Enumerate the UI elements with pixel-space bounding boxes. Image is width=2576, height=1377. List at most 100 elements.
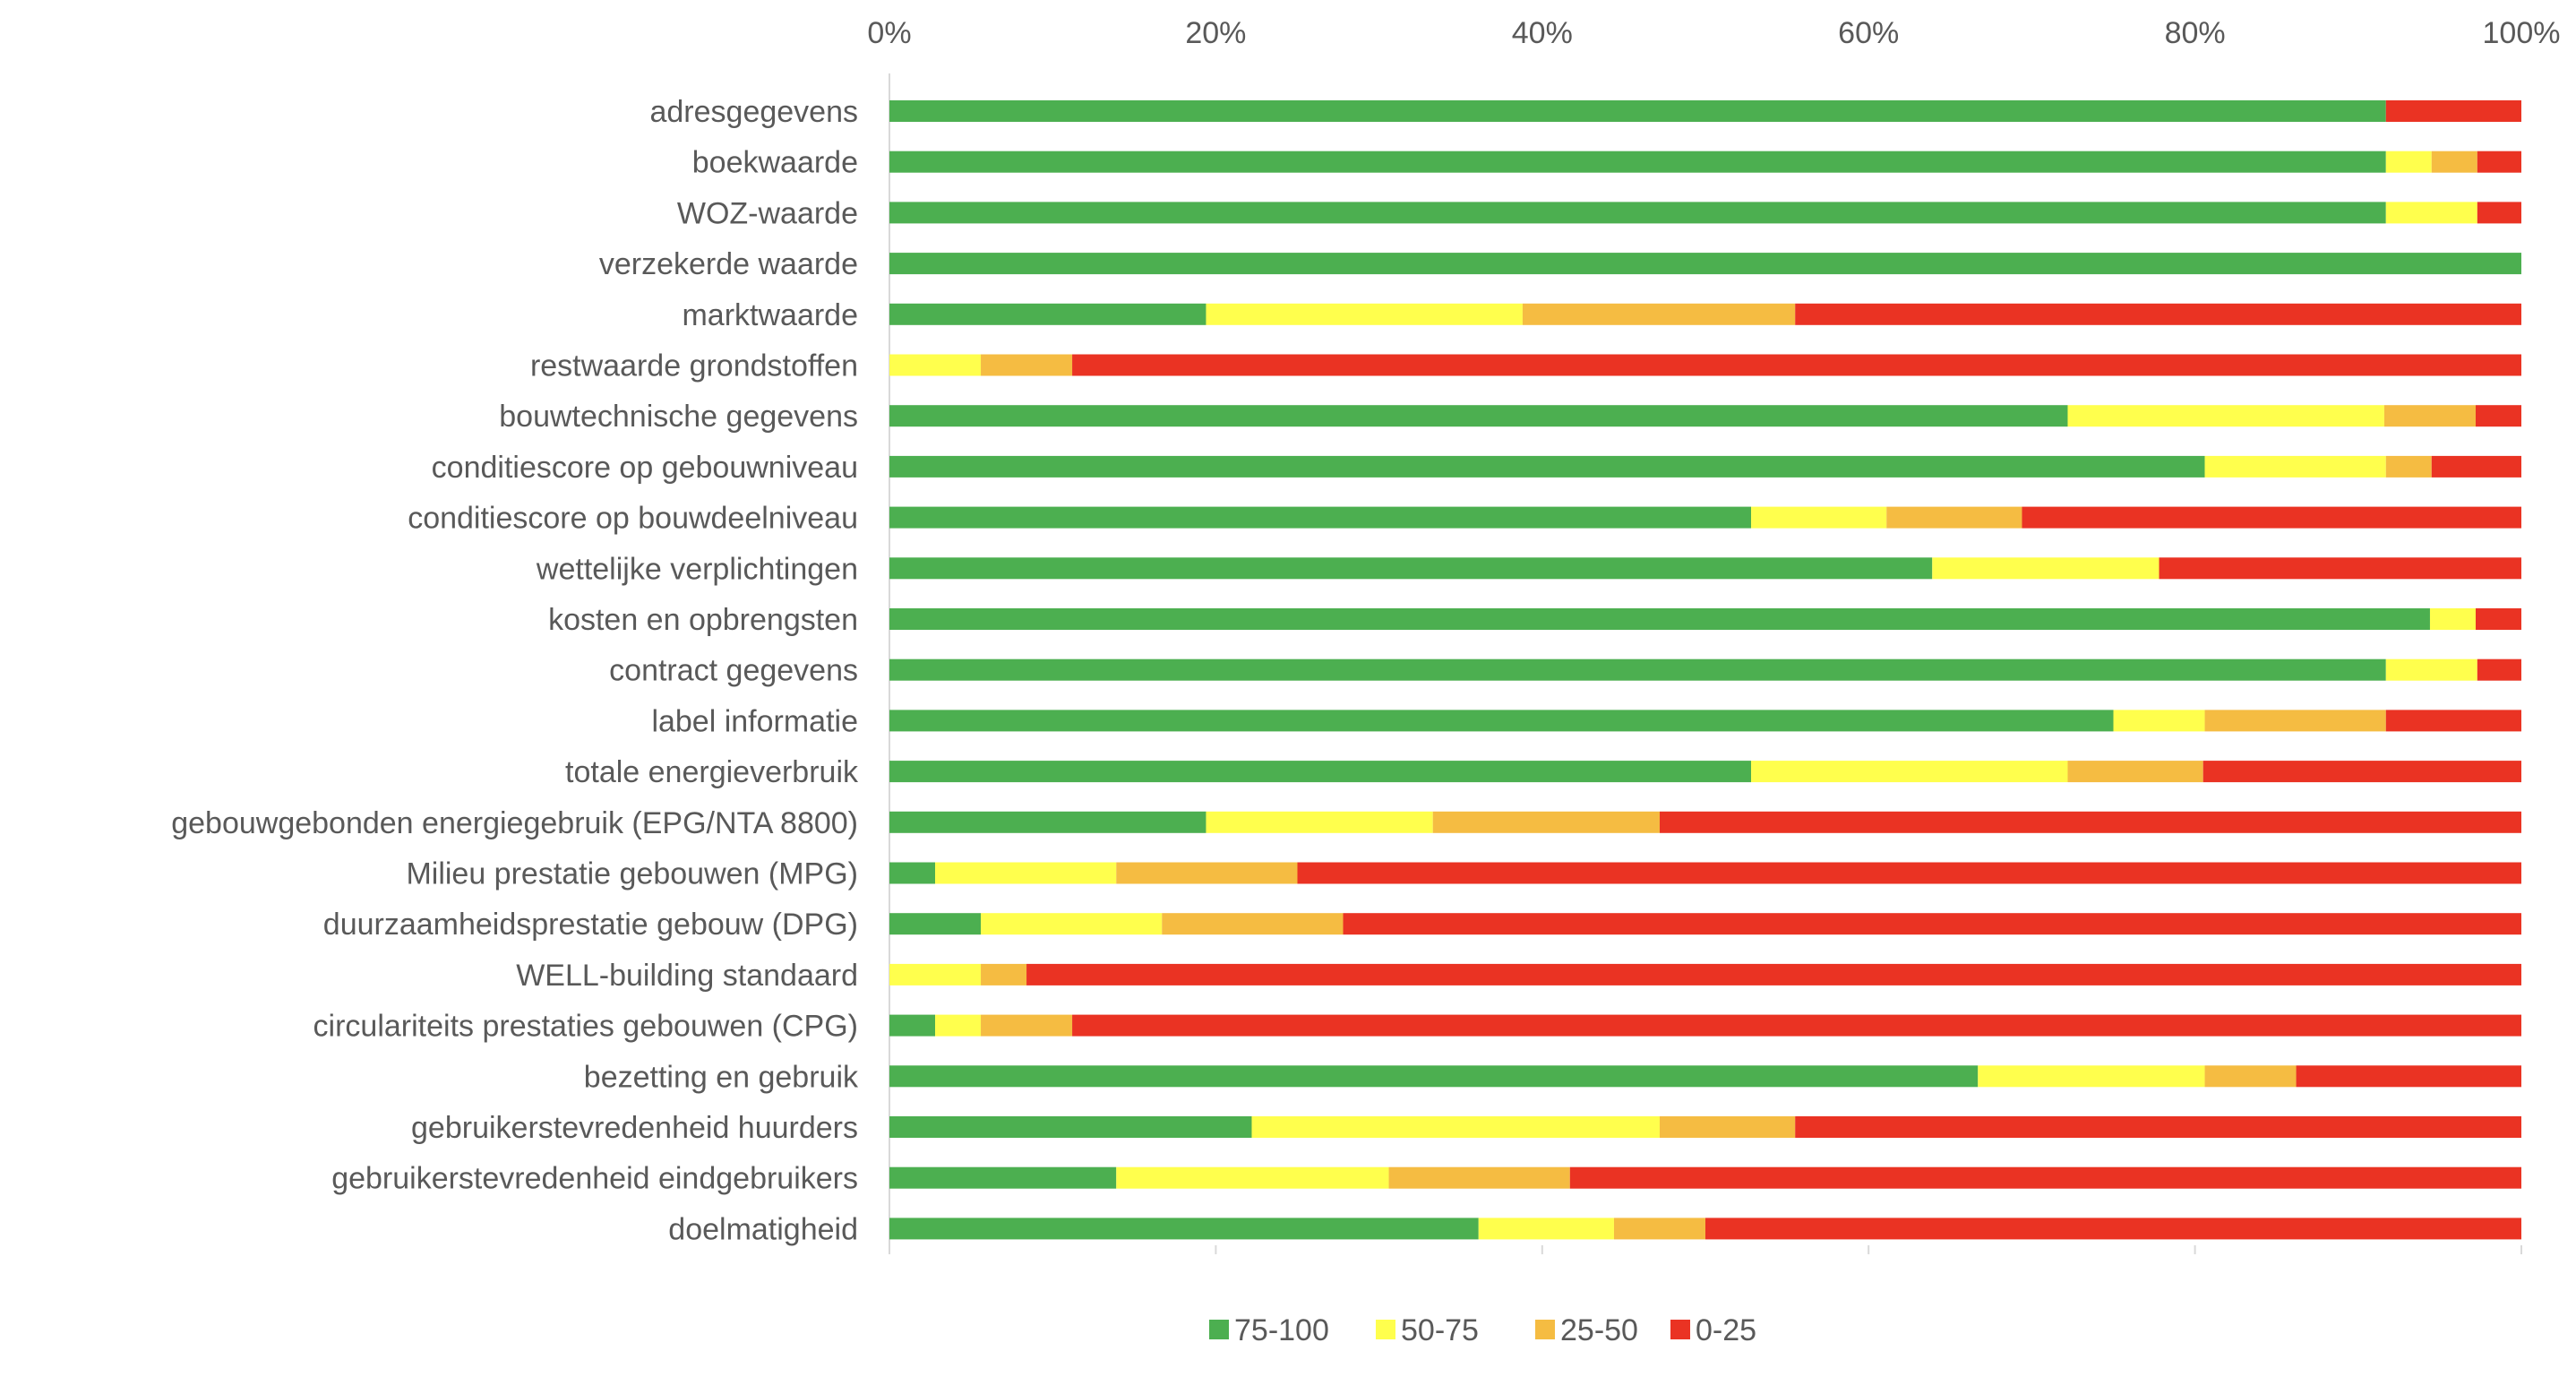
category-label: bouwtechnische gegevens [499, 400, 858, 434]
bar-segment-25-50 [1162, 913, 1344, 935]
bar-segment-25-50 [2204, 710, 2386, 732]
bar-segment-75-100 [889, 151, 2386, 173]
bar-segment-75-100 [889, 455, 2205, 478]
bar-segment-75-100 [889, 557, 1933, 580]
category-label: boekwaarde [692, 146, 858, 180]
bar-segment-0-25 [1072, 354, 2521, 376]
bar-segment-0-25 [2385, 710, 2521, 732]
bar-segment-75-100 [889, 1218, 1479, 1240]
legend-swatch [1376, 1320, 1395, 1339]
bar-segment-75-100 [889, 862, 936, 884]
bar-segment-75-100 [889, 253, 2521, 275]
bar-segment-0-25 [2296, 1065, 2521, 1088]
bar-segment-0-25 [2431, 455, 2521, 478]
bar-segment-50-75 [1251, 1116, 1660, 1138]
bar-segment-75-100 [889, 100, 2386, 122]
bar-segment-50-75 [2385, 151, 2432, 173]
bar-segment-25-50 [1432, 811, 1660, 833]
bar-segment-0-25 [2202, 761, 2521, 783]
bar-segment-75-100 [889, 1014, 936, 1037]
bar-segment-0-25 [2477, 658, 2521, 681]
category-label: wettelijke verplichtingen [536, 552, 858, 586]
category-label: adresgegevens [649, 95, 858, 129]
bar-segment-0-25 [2159, 557, 2521, 580]
category-label: WELL-building standaard [516, 959, 858, 993]
bar-segment-0-25 [2475, 608, 2521, 630]
bar-segment-75-100 [889, 658, 2386, 681]
bar-segment-25-50 [981, 963, 1027, 985]
category-label: conditiescore op bouwdeelniveau [408, 502, 858, 536]
bar-segment-75-100 [889, 303, 1206, 325]
bar-segment-0-25 [2475, 405, 2521, 427]
bar-segment-50-75 [935, 862, 1117, 884]
bar-segment-25-50 [1388, 1166, 1570, 1189]
bar-segment-75-100 [889, 202, 2386, 224]
bar-segment-75-100 [889, 913, 982, 935]
bar-segment-50-75 [889, 354, 982, 376]
bar-segment-0-25 [1072, 1014, 2521, 1037]
category-label: marktwaarde [682, 298, 858, 332]
category-label: gebruikerstevredenheid eindgebruikers [331, 1162, 858, 1196]
x-tick-label: 100% [2483, 16, 2561, 50]
bar-segment-25-50 [1659, 1116, 1796, 1138]
bar-segment-0-25 [2477, 202, 2521, 224]
bar-segment-50-75 [2113, 710, 2205, 732]
category-label: restwaarde grondstoffen [530, 349, 858, 383]
bar-segment-75-100 [889, 710, 2114, 732]
bar-segment-50-75 [1751, 761, 2068, 783]
bar-segment-0-25 [1659, 811, 2521, 833]
bar-segment-0-25 [1795, 1116, 2521, 1138]
bar-segment-0-25 [1705, 1218, 2521, 1240]
bar-segment-50-75 [1478, 1218, 1614, 1240]
bar-segment-50-75 [981, 913, 1163, 935]
category-label: circulariteits prestaties gebouwen (CPG) [313, 1010, 858, 1044]
category-label: contract gegevens [609, 654, 858, 688]
legend-label: 50-75 [1401, 1313, 1479, 1347]
bar-segment-25-50 [2204, 1065, 2297, 1088]
bar-segment-25-50 [2385, 455, 2432, 478]
category-label: Milieu prestatie gebouwen (MPG) [406, 857, 858, 891]
bar-segment-0-25 [1795, 303, 2521, 325]
bar-segment-0-25 [1297, 862, 2521, 884]
bar-segment-25-50 [2383, 405, 2476, 427]
bar-segment-25-50 [981, 354, 1073, 376]
bar-segment-25-50 [2431, 151, 2477, 173]
bar-segment-75-100 [889, 405, 2068, 427]
x-tick-label: 40% [1512, 16, 1573, 50]
bar-segment-50-75 [1206, 811, 1433, 833]
bars: adresgegevens boekwaarde WOZ-waarde verzeke… [171, 95, 2521, 1246]
legend-swatch [1670, 1320, 1690, 1339]
bar-segment-75-100 [889, 761, 1752, 783]
bar-segment-25-50 [1613, 1218, 1705, 1240]
category-label: WOZ-waarde [677, 196, 858, 230]
bar-segment-25-50 [1886, 506, 2022, 529]
legend-label: 25-50 [1560, 1313, 1638, 1347]
bar-segment-0-25 [2022, 506, 2521, 529]
bar-segment-50-75 [935, 1014, 982, 1037]
bar-segment-0-25 [1569, 1166, 2521, 1189]
bar-segment-75-100 [889, 1065, 1979, 1088]
bar-segment-75-100 [889, 1116, 1252, 1138]
bar-segment-50-75 [1978, 1065, 2205, 1088]
bar-segment-75-100 [889, 506, 1752, 529]
legend-swatch [1209, 1320, 1229, 1339]
x-tick-label: 60% [1838, 16, 1899, 50]
category-label: verzekerde waarde [599, 247, 858, 281]
bar-segment-50-75 [1116, 1166, 1389, 1189]
x-tick-label: 0% [867, 16, 911, 50]
category-label: bezetting en gebruik [584, 1060, 859, 1094]
category-label: conditiescore op gebouwniveau [432, 451, 858, 485]
x-tick-label: 20% [1185, 16, 1246, 50]
category-label: totale energieverbruik [565, 755, 859, 789]
category-label: duurzaamheidsprestatie gebouw (DPG) [323, 908, 858, 942]
bar-segment-50-75 [2067, 405, 2384, 427]
x-tick-label: 80% [2165, 16, 2226, 50]
category-label: gebruikerstevredenheid huurders [411, 1111, 858, 1145]
legend: 75-100 50-75 25-50 0-25 [1209, 1313, 1756, 1347]
legend-swatch [1535, 1320, 1555, 1339]
bar-segment-50-75 [1932, 557, 2160, 580]
legend-label: 75-100 [1234, 1313, 1329, 1347]
bar-segment-50-75 [1751, 506, 1887, 529]
bar-segment-75-100 [889, 1166, 1117, 1189]
